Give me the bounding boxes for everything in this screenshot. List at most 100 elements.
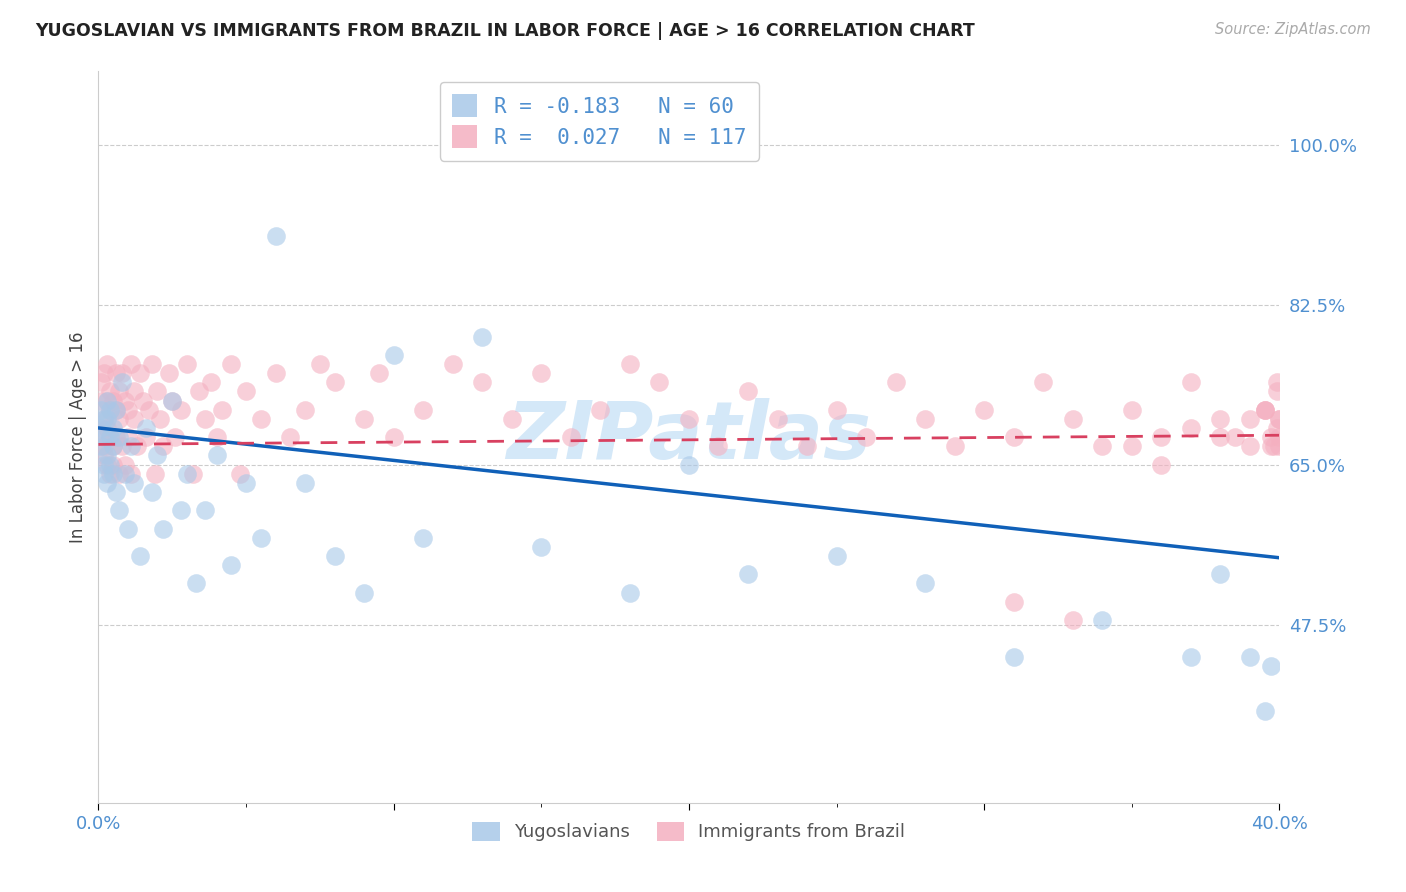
Point — [93, 467, 115, 481]
Point — [1268, 439, 1291, 453]
Point — [90, 430, 112, 444]
Point — [1254, 402, 1277, 417]
Point — [1091, 613, 1114, 627]
Point — [1209, 567, 1232, 582]
Point — [105, 402, 128, 417]
Point — [184, 576, 207, 591]
Point — [98, 402, 121, 417]
Point — [1254, 402, 1277, 417]
Point — [165, 430, 187, 444]
Point — [825, 402, 848, 417]
Point — [1225, 430, 1247, 444]
Point — [235, 475, 257, 490]
Point — [141, 357, 163, 371]
Point — [353, 585, 375, 599]
Point — [108, 503, 131, 517]
Point — [825, 549, 848, 563]
Point — [108, 467, 131, 481]
Point — [382, 348, 405, 362]
Point — [1062, 412, 1084, 426]
Point — [1239, 649, 1261, 664]
Point — [1239, 439, 1261, 453]
Point — [105, 430, 128, 444]
Point — [471, 329, 494, 343]
Point — [149, 412, 172, 426]
Point — [98, 384, 121, 399]
Point — [619, 585, 641, 599]
Point — [1062, 613, 1084, 627]
Point — [105, 485, 128, 500]
Point — [96, 393, 118, 408]
Point — [412, 531, 434, 545]
Point — [707, 439, 730, 453]
Point — [1121, 439, 1143, 453]
Point — [98, 458, 121, 472]
Point — [122, 475, 145, 490]
Point — [170, 503, 193, 517]
Point — [1260, 430, 1282, 444]
Point — [117, 521, 139, 535]
Point — [412, 402, 434, 417]
Point — [205, 448, 228, 462]
Point — [170, 402, 193, 417]
Point — [98, 430, 121, 444]
Point — [200, 376, 222, 390]
Point — [96, 458, 118, 472]
Point — [1002, 430, 1025, 444]
Point — [855, 430, 877, 444]
Point — [181, 467, 204, 481]
Text: ZIPatlas: ZIPatlas — [506, 398, 872, 476]
Point — [530, 366, 553, 380]
Point — [93, 439, 115, 453]
Point — [1209, 412, 1232, 426]
Point — [441, 357, 464, 371]
Point — [176, 357, 198, 371]
Point — [943, 439, 966, 453]
Point — [103, 421, 125, 435]
Point — [264, 228, 287, 243]
Point — [120, 357, 142, 371]
Point — [1263, 439, 1285, 453]
Point — [138, 402, 160, 417]
Point — [1180, 376, 1202, 390]
Point — [120, 439, 142, 453]
Point — [103, 467, 125, 481]
Point — [1239, 412, 1261, 426]
Point — [589, 402, 612, 417]
Point — [1260, 439, 1282, 453]
Point — [93, 430, 115, 444]
Point — [323, 549, 346, 563]
Point — [1091, 439, 1114, 453]
Point — [560, 430, 582, 444]
Point — [250, 412, 273, 426]
Point — [1002, 649, 1025, 664]
Point — [914, 412, 936, 426]
Point — [1180, 649, 1202, 664]
Point — [96, 357, 118, 371]
Point — [93, 458, 115, 472]
Point — [294, 475, 316, 490]
Point — [162, 393, 183, 408]
Point — [353, 412, 375, 426]
Point — [530, 540, 553, 554]
Point — [152, 521, 174, 535]
Point — [176, 467, 198, 481]
Point — [1032, 376, 1054, 390]
Point — [90, 439, 112, 453]
Point — [1121, 402, 1143, 417]
Point — [93, 412, 115, 426]
Point — [135, 421, 157, 435]
Point — [103, 393, 125, 408]
Point — [309, 357, 332, 371]
Point — [229, 467, 252, 481]
Point — [111, 376, 134, 390]
Point — [1254, 402, 1277, 417]
Point — [111, 366, 134, 380]
Point — [98, 467, 121, 481]
Point — [796, 439, 818, 453]
Point — [194, 503, 217, 517]
Point — [93, 366, 115, 380]
Point — [250, 531, 273, 545]
Point — [737, 384, 759, 399]
Point — [93, 448, 115, 462]
